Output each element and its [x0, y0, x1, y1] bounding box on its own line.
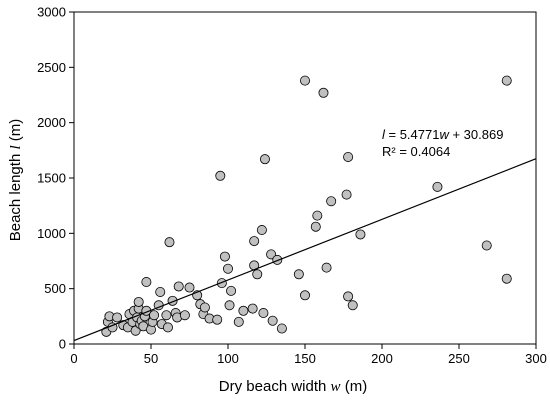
x-tick-label: 300: [525, 351, 547, 366]
data-point: [326, 196, 337, 207]
data-point: [341, 189, 352, 200]
data-point: [310, 221, 321, 232]
trend-line: [73, 158, 537, 342]
data-point: [184, 282, 195, 293]
data-point: [216, 278, 227, 289]
data-point: [161, 310, 172, 321]
data-point: [267, 315, 278, 326]
data-point: [141, 277, 152, 288]
x-tick-label: 50: [144, 351, 158, 366]
data-point: [149, 310, 160, 321]
equation-lhs: l: [382, 127, 386, 142]
x-tick-label: 250: [448, 351, 470, 366]
x-axis-title-suffix: (m): [341, 378, 368, 395]
data-point: [266, 249, 277, 260]
data-point: [162, 322, 173, 333]
data-point: [215, 170, 226, 181]
data-point: [481, 240, 492, 251]
equation-variable: w: [439, 127, 450, 142]
data-point: [276, 323, 287, 334]
data-point: [226, 285, 237, 296]
data-point: [343, 291, 354, 302]
data-point: [199, 302, 210, 313]
data-point: [501, 273, 512, 284]
data-point: [501, 75, 512, 86]
y-tick-label: 500: [44, 281, 66, 296]
data-point: [355, 229, 366, 240]
data-points: [101, 75, 512, 337]
x-tick-label: 0: [70, 351, 77, 366]
data-point: [155, 286, 166, 297]
data-point: [164, 237, 175, 248]
data-point: [222, 263, 233, 274]
data-point: [179, 310, 190, 321]
x-axis-title-prefix: Dry beach width: [219, 378, 331, 395]
data-point: [259, 154, 270, 165]
data-point: [256, 225, 267, 236]
data-point: [258, 308, 269, 319]
r-squared-label: R² = 0.4064: [382, 144, 450, 159]
equation-middle: = 5.4771: [385, 127, 440, 142]
data-point: [219, 251, 230, 262]
y-ticks: 0 500 1000 1500 2000 2500 3000: [37, 5, 74, 352]
y-tick-label: 1500: [37, 171, 66, 186]
x-axis-title-var: w: [331, 379, 341, 395]
y-tick-label: 3000: [37, 5, 66, 20]
data-point: [347, 300, 358, 311]
data-point: [247, 303, 258, 314]
y-axis-title-prefix: Beach length: [7, 150, 24, 242]
y-tick-label: 1000: [37, 226, 66, 241]
y-axis-title-var: l: [8, 145, 24, 149]
data-point: [312, 210, 323, 221]
data-point: [238, 305, 249, 316]
data-point: [212, 314, 223, 325]
data-point: [133, 296, 144, 307]
x-ticks: 0 50 100 150 200 250 300: [70, 344, 547, 366]
x-axis-title: Dry beach width w (m): [219, 378, 367, 395]
data-point: [252, 269, 263, 280]
x-tick-label: 150: [294, 351, 316, 366]
y-axis-title-suffix: (m): [7, 119, 24, 146]
data-point: [299, 75, 310, 86]
data-point: [432, 181, 443, 192]
y-axis-title: Beach length l (m): [7, 119, 24, 242]
data-point: [293, 269, 304, 280]
y-tick-label: 2000: [37, 115, 66, 130]
y-tick-label: 2500: [37, 60, 66, 75]
y-tick-label: 0: [59, 337, 66, 352]
data-point: [249, 236, 260, 247]
data-point: [233, 316, 244, 327]
data-point: [112, 312, 123, 323]
data-point: [173, 281, 184, 292]
data-point: [318, 87, 329, 98]
data-point: [343, 151, 354, 162]
x-tick-label: 100: [217, 351, 239, 366]
data-point: [272, 254, 283, 265]
regression-equation: l = 5.4771w + 30.869: [382, 127, 503, 142]
data-point: [299, 290, 310, 301]
x-tick-label: 200: [371, 351, 393, 366]
data-point: [224, 300, 235, 311]
data-point: [321, 262, 332, 273]
equation-tail: + 30.869: [449, 127, 504, 142]
